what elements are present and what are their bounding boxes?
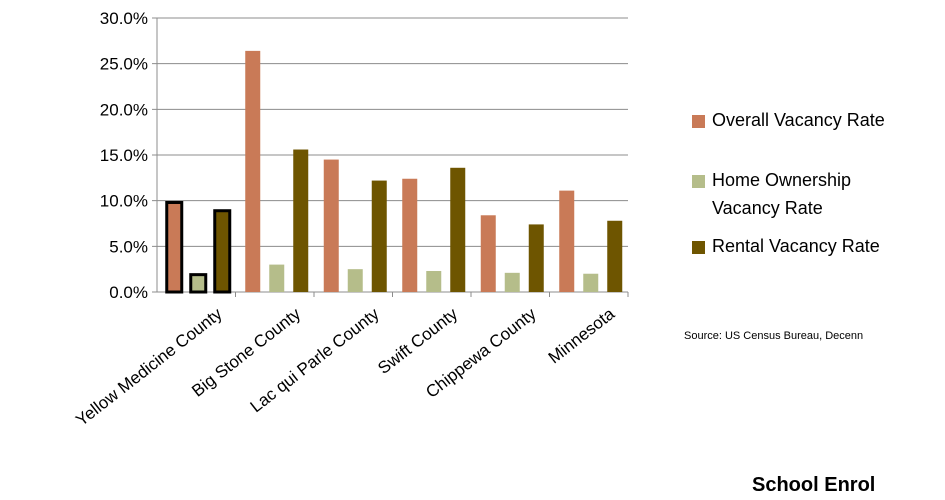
x-category-label: Lac qui Parle County [247,304,383,416]
y-tick-label: 25.0% [100,55,148,74]
bar-rental-vacancy-rate [450,167,466,292]
x-category-label: Yellow Medicine County [72,304,226,430]
bar-overall-vacancy-rate [165,200,184,294]
legend-item-rental: Rental Vacancy Rate [692,232,945,260]
bar-rental-vacancy-rate [607,220,623,292]
bar-home-ownership-vacancy-rate [347,269,363,292]
y-tick-label: 5.0% [109,237,148,256]
legend-label-overall: Overall Vacancy Rate [712,110,885,130]
bar-rental-vacancy-rate [213,209,232,294]
bar-rental-vacancy-rate [371,180,387,292]
bar-overall-vacancy-rate [559,190,575,292]
legend-item-overall: Overall Vacancy Rate [692,106,945,134]
legend-label-home-ownership-line2: Vacancy Rate [712,198,823,218]
bar-home-ownership-vacancy-rate [504,272,520,292]
y-tick-label: 10.0% [100,192,148,211]
bar-home-ownership-vacancy-rate [269,264,285,292]
next-section-title: School Enrol [752,474,876,496]
legend-label-home-ownership-line1: Home Ownership [712,170,852,190]
bar-rental-vacancy-rate [293,149,309,292]
bar-home-ownership-vacancy-rate [189,273,208,294]
y-tick-label: 15.0% [100,146,148,165]
legend-label-rental: Rental Vacancy Rate [712,236,880,256]
bar-home-ownership-vacancy-rate [583,273,599,292]
bar-overall-vacancy-rate [480,215,496,292]
legend-swatch-home-ownership [692,175,705,188]
legend-swatch-overall [692,115,705,128]
bar-overall-vacancy-rate [245,50,261,292]
bar-overall-vacancy-rate [323,159,339,292]
y-tick-label: 30.0% [100,9,148,28]
y-tick-label: 0.0% [109,283,148,302]
bar-home-ownership-vacancy-rate [426,270,442,292]
vacancy-rate-chart: 0.0% 5.0% 10.0% 15.0% 20.0% 25.0% 30.0% Yellow … [72,9,629,430]
bar-overall-vacancy-rate [402,178,418,292]
legend-swatch-rental [692,241,705,254]
legend-item-home-ownership: Home Ownership Vacancy Rate [692,166,945,222]
y-tick-label: 20.0% [100,100,148,119]
bar-rental-vacancy-rate [528,224,544,292]
source-note: Source: US Census Bureau, Decenn [684,330,864,342]
x-category-label: Minnesota [545,304,619,368]
chart-legend: Overall Vacancy Rate Home Ownership Vaca… [692,106,945,260]
